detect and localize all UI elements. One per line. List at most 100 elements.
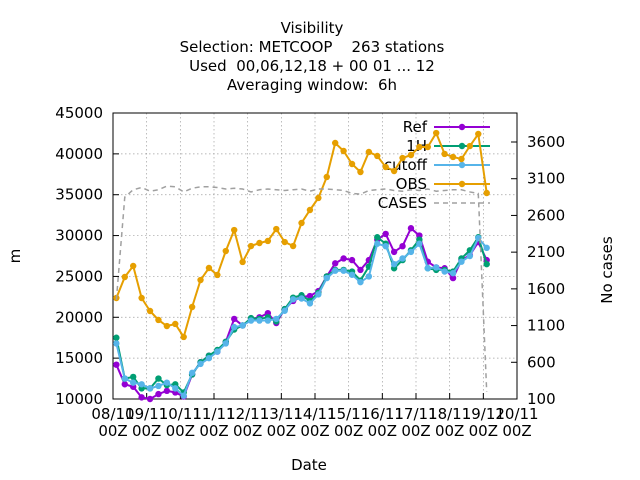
x-tick-label: 15/11 00Z <box>327 405 371 440</box>
data-point <box>163 387 171 395</box>
data-point <box>130 373 137 381</box>
y2-axis-label: No cases <box>598 236 616 304</box>
x-axis-label: Date <box>291 456 327 474</box>
data-point <box>466 142 474 150</box>
data-point <box>399 255 406 262</box>
y-tick-label: 20000 <box>55 308 103 326</box>
data-point <box>340 267 347 274</box>
data-point <box>348 256 356 264</box>
data-point <box>205 354 213 362</box>
data-point <box>155 390 162 398</box>
data-point <box>315 194 322 202</box>
data-point <box>247 242 255 250</box>
data-point <box>340 255 347 262</box>
y-tick-label: 30000 <box>55 227 103 245</box>
data-point <box>483 260 490 268</box>
data-point <box>332 139 339 147</box>
data-point <box>332 260 339 267</box>
data-point <box>214 348 221 355</box>
data-point <box>113 340 120 347</box>
data-point <box>180 392 187 399</box>
data-point <box>163 379 171 386</box>
data-point <box>483 244 490 252</box>
data-point <box>222 340 229 347</box>
data-point <box>449 153 457 161</box>
data-point <box>121 273 128 281</box>
series-line <box>115 234 488 395</box>
data-point <box>239 258 246 266</box>
data-point <box>424 143 431 151</box>
data-point <box>466 252 474 260</box>
x-tick-label: 08/11 00Z <box>91 405 135 440</box>
x-tick-label: 13/11 00Z <box>259 405 303 440</box>
data-point <box>323 274 330 282</box>
data-point <box>138 394 145 401</box>
x-tick-label: 09/11 00Z <box>125 405 169 440</box>
data-point <box>281 307 288 314</box>
data-point <box>374 240 381 247</box>
x-tick-label: 20/11 00Z <box>495 405 539 440</box>
data-point <box>222 247 229 255</box>
data-point <box>146 385 154 392</box>
y-tick-label: 35000 <box>55 186 103 204</box>
x-tick-label: 14/11 00Z <box>293 405 337 440</box>
data-point <box>483 189 490 197</box>
data-point <box>374 234 381 241</box>
data-point <box>146 307 154 315</box>
data-point <box>289 296 297 303</box>
data-point <box>357 266 364 274</box>
data-point <box>399 154 406 162</box>
y2-tick-label: 3600 <box>527 133 565 151</box>
data-point <box>130 379 137 386</box>
data-point <box>306 206 314 214</box>
y2-tick-label: 2100 <box>527 243 565 261</box>
data-point <box>441 150 448 158</box>
data-point <box>407 225 415 232</box>
data-point <box>197 276 204 284</box>
data-point <box>315 291 322 298</box>
data-point <box>155 382 162 390</box>
data-point <box>407 151 415 159</box>
data-point <box>390 248 398 256</box>
legend-label: Ref <box>403 118 428 136</box>
y2-tick-label: 3100 <box>527 170 565 188</box>
y-axis-label: m <box>6 249 24 264</box>
data-point <box>155 375 162 382</box>
legend-label: CASES <box>378 194 427 212</box>
data-point <box>441 268 448 275</box>
x-tick-label: 10/11 00Z <box>158 405 202 440</box>
y-tick-label: 25000 <box>55 267 103 285</box>
chart-title: Used 00,06,12,18 + 00 01 ... 12 <box>189 57 435 75</box>
series-line <box>115 236 488 398</box>
data-point <box>416 240 423 247</box>
data-point <box>357 278 364 286</box>
x-tick-label: 19/11 00Z <box>461 405 505 440</box>
y2-tick-label: 100 <box>527 390 556 408</box>
data-point <box>407 248 415 256</box>
data-point <box>231 315 238 323</box>
y-tick-label: 15000 <box>55 349 103 367</box>
data-point <box>433 264 440 271</box>
data-point <box>323 173 330 181</box>
data-point <box>264 317 272 324</box>
data-point <box>163 322 171 330</box>
data-point <box>289 242 297 250</box>
data-point <box>332 267 339 274</box>
legend-marker <box>458 123 466 131</box>
data-point <box>256 317 263 324</box>
legend-marker <box>458 180 466 188</box>
data-point <box>382 163 389 171</box>
legend-label: OBS <box>396 175 427 193</box>
y2-tick-label: 2600 <box>527 206 565 224</box>
data-point <box>155 316 162 324</box>
y-tick-label: 10000 <box>55 390 103 408</box>
data-point <box>273 315 280 323</box>
data-point <box>298 295 305 302</box>
legend-marker <box>458 161 466 169</box>
data-point <box>458 258 465 265</box>
data-point <box>273 225 280 233</box>
data-point <box>256 239 263 247</box>
data-point <box>449 274 457 282</box>
data-point <box>231 226 238 234</box>
data-point <box>374 152 381 160</box>
